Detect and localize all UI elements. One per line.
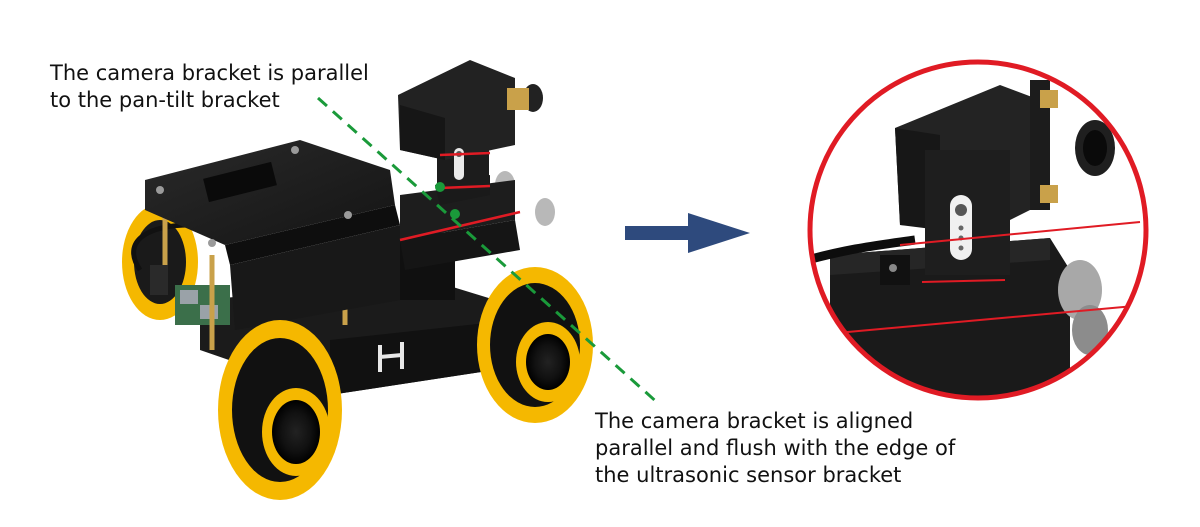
upper-plate [145,140,400,265]
zoom-detail-view [807,59,1149,401]
caption-top-line-1: The camera bracket is parallel [50,61,369,85]
pan-tilt-camera-bracket [398,60,543,205]
front-right-mecanum-wheel [477,267,593,423]
green-guide-line [316,96,662,407]
zoom-ultrasonic-sensor-bottom [1072,305,1108,355]
servo-red-marker [439,184,491,190]
right-arrow-icon [625,213,750,253]
cable [131,222,191,272]
zoom-ring [807,59,1149,401]
zoom-bracket-red-marker [814,304,1146,336]
zoom-cable [810,235,916,267]
controller-board [150,265,230,325]
h-logo-icon [378,342,404,372]
camera-bracket-red-marker [439,151,491,157]
zoom-camera-red-marker [899,221,1141,246]
caption-bottom-line-3: the ultrasonic sensor bracket [595,463,902,487]
caption-bottom-line-2: parallel and flush with the edge of [595,436,956,460]
zoom-servo-red-marker [921,279,1006,283]
caption-top-line-2: to the pan-tilt bracket [50,88,280,112]
guide-point-bracket [450,209,460,219]
front-left-mecanum-wheel [218,320,342,500]
guide-point-camera [435,182,445,192]
caption-bottom-line-1: The camera bracket is aligned [595,409,914,433]
robot-car [122,60,662,500]
caption-parallel-to-pan-tilt: The camera bracket is parallel to the pa… [50,60,369,114]
caption-flush-with-ultrasonic: The camera bracket is aligned parallel a… [595,408,955,489]
zoom-ultrasonic-sensor-top [1058,260,1102,320]
